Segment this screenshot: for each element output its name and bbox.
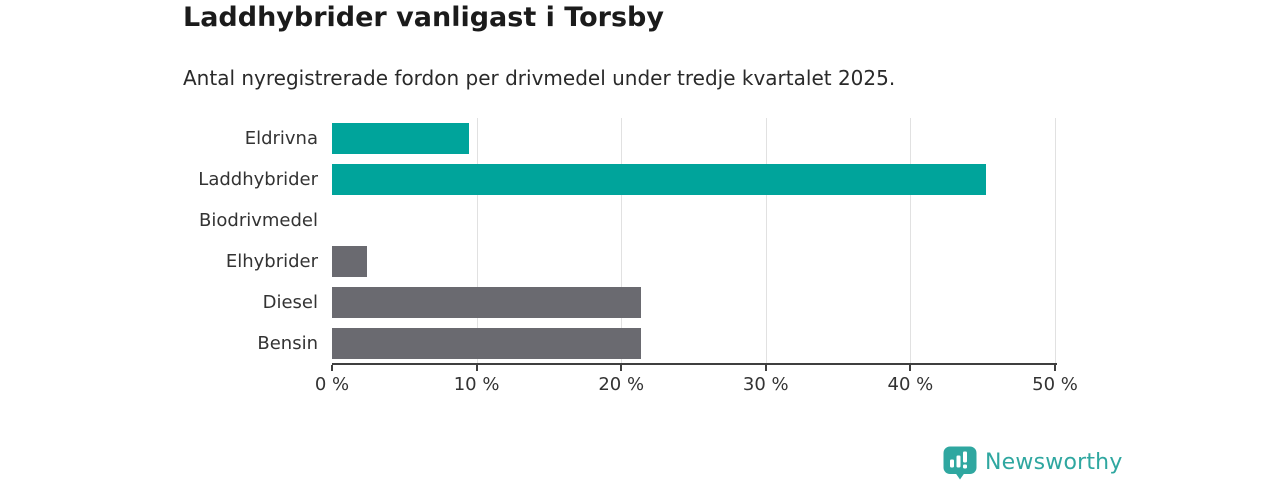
x-axis-tick [909,365,912,371]
chart-subtitle: Antal nyregistrerade fordon per drivmede… [183,66,896,90]
plot-area [332,118,1056,364]
x-axis-line [331,363,1057,371]
category-label: Diesel [262,292,318,313]
bar-laddhybrider [332,164,986,195]
category-label: Eldrivna [244,128,318,149]
bar-bensin [332,328,642,359]
x-tick-label: 40 % [887,374,934,395]
x-axis-tick [764,365,767,371]
category-label: Biodrivmedel [199,210,318,231]
bar-row [332,241,1055,282]
x-axis-tick [620,365,623,371]
gridline [765,118,767,364]
gridline [1055,118,1056,364]
bar-chart-speech-bubble-icon [943,446,977,480]
gridline [910,118,912,364]
x-tick-label: 10 % [453,374,500,395]
category-label: Elhybrider [225,251,318,272]
x-tick-label: 30 % [742,374,789,395]
x-tick-label: 0 % [314,374,350,395]
y-axis-category-labels: Eldrivna Laddhybrider Biodrivmedel Elhybrid… [0,118,318,364]
category-label: Bensin [257,333,318,354]
chart-title: Laddhybrider vanligast i Torsby [183,2,664,33]
bar-row [332,159,1055,200]
bar-eldrivna [332,123,470,154]
bar-elhybrider [332,246,367,277]
x-axis-tick [1054,365,1056,371]
x-axis-tick [475,365,478,371]
newsworthy-logo-text: Newsworthy [985,450,1123,475]
bar-row [332,282,1055,323]
x-tick-label: 50 % [1032,374,1078,395]
gridline [621,118,623,364]
x-tick-label: 20 % [598,374,645,395]
bar-row [332,200,1055,241]
category-label: Laddhybrider [198,169,318,190]
bar-diesel [332,287,642,318]
gridline [476,118,478,364]
x-axis-tick [331,365,333,371]
bar-row [332,323,1055,364]
bar-row [332,118,1055,159]
newsworthy-logo: Newsworthy [943,446,1123,480]
x-axis-tick-labels: 0 % 10 % 20 % 30 % 40 % 50 % [315,374,1078,398]
